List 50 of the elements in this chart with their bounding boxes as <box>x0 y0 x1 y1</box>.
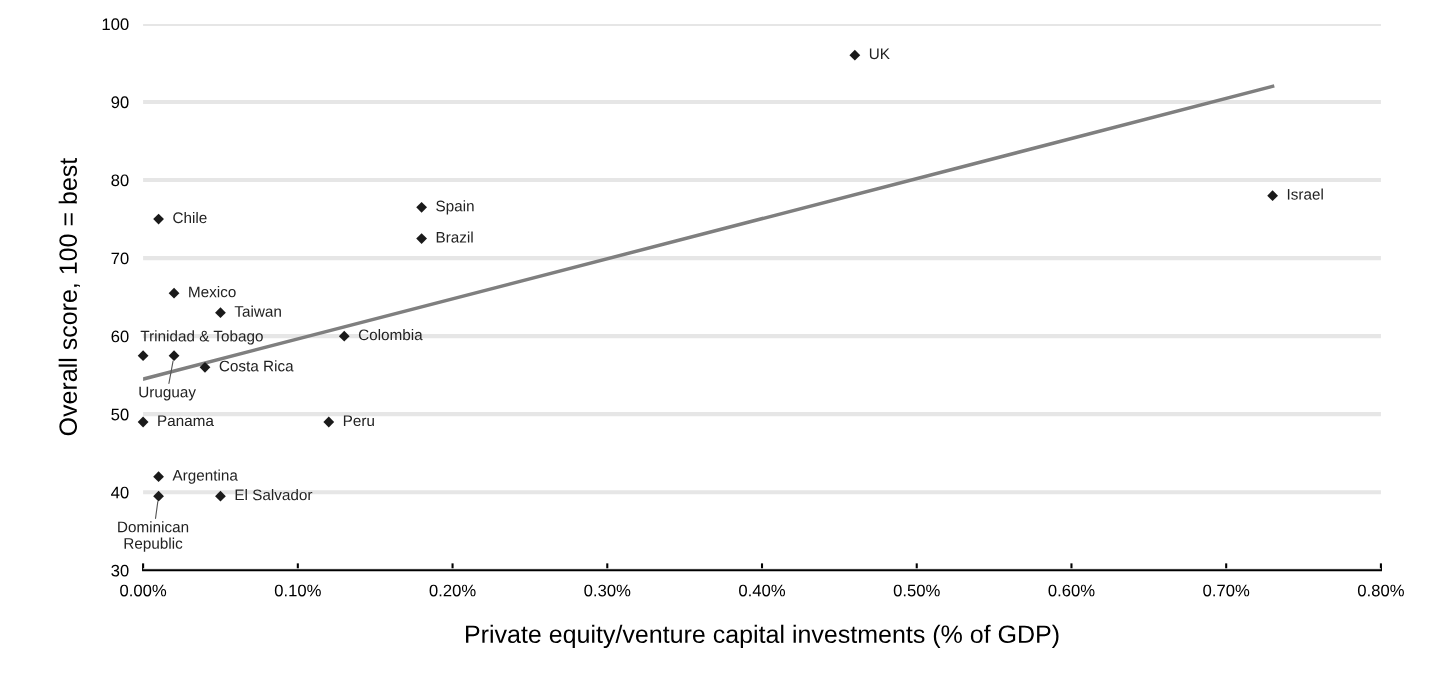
point <box>215 490 226 502</box>
point <box>416 201 427 213</box>
x-tick-label: 0.60% <box>1048 584 1095 597</box>
point <box>338 330 350 342</box>
annotation: UK <box>869 48 890 60</box>
annotation: Israel <box>1287 188 1323 200</box>
point <box>153 490 164 502</box>
y-tick-label: 30 <box>111 564 129 577</box>
point <box>153 471 164 483</box>
point <box>1267 190 1278 202</box>
point <box>137 350 149 362</box>
annotation: Argentina <box>172 469 238 484</box>
point <box>137 416 149 428</box>
point <box>215 307 226 319</box>
annotation: Taiwan <box>234 305 281 317</box>
point <box>168 350 180 362</box>
annotation: El Salvador <box>235 489 313 501</box>
annotation: Mexico <box>189 286 236 298</box>
y-axis-title: Overall score, 100 = best <box>58 157 80 436</box>
y-tick-label: 70 <box>111 252 129 265</box>
annotation: Panama <box>158 415 214 427</box>
annotation: Peru <box>343 415 374 427</box>
x-tick-label: 0.70% <box>1203 584 1250 597</box>
annotation: Dominican Republic <box>118 521 189 552</box>
point <box>168 287 180 299</box>
annotation: Uruguay <box>139 386 196 401</box>
point <box>199 361 211 373</box>
x-tick-label: 0.30% <box>584 584 631 597</box>
annotation: Costa Rica <box>219 360 294 372</box>
x-axis-title: Private equity/venture capital investments (% of GDP) <box>466 624 1059 649</box>
y-tick-label: 100 <box>102 18 129 31</box>
annotation: Brazil <box>436 231 473 243</box>
annotation: Trinidad & Tobago <box>140 330 263 345</box>
x-tick-label: 0.50% <box>893 584 940 597</box>
annotation: Spain <box>436 200 474 215</box>
x-tick-label: 0.20% <box>429 584 476 597</box>
x-tick-label: 0.40% <box>739 584 786 597</box>
y-tick-label: 40 <box>111 486 129 499</box>
annotation: Colombia <box>358 329 423 341</box>
x-tick-label: 0.80% <box>1357 584 1404 597</box>
point <box>849 49 861 61</box>
point <box>323 416 335 428</box>
y-tick-label: 80 <box>111 174 129 187</box>
x-tick-label: 0.00% <box>120 584 167 597</box>
y-tick-label: 50 <box>111 408 129 421</box>
annotation: Chile <box>173 211 207 224</box>
point <box>416 233 427 244</box>
y-tick-label: 90 <box>111 96 129 109</box>
y-tick-label: 60 <box>111 330 129 343</box>
x-tick-label: 0.10% <box>274 584 321 597</box>
